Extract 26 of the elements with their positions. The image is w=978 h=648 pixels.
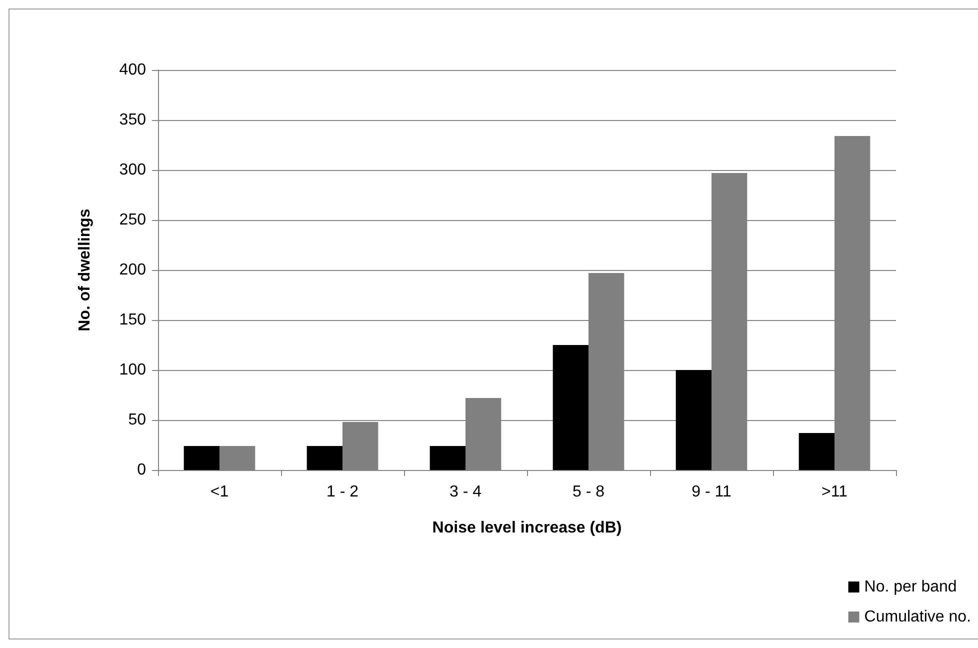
y-tick-label: 350 <box>119 112 146 128</box>
x-tick-label: 9 - 11 <box>692 484 732 500</box>
bar <box>430 446 466 470</box>
x-tick-label: 3 - 4 <box>449 484 482 500</box>
legend-label: No. per band <box>864 578 957 596</box>
x-tick-label: 1 - 2 <box>326 484 359 500</box>
bar <box>220 446 256 470</box>
y-tick-label: 300 <box>119 162 146 178</box>
x-axis-title: Noise level increase (dB) <box>432 520 622 536</box>
y-tick-label: 250 <box>119 212 146 228</box>
y-axis-title: No. of dwellings <box>76 208 94 332</box>
y-tick-label: 0 <box>137 462 146 478</box>
bar <box>552 345 588 470</box>
y-tick-label: 400 <box>119 62 146 78</box>
legend-label: Cumulative no. <box>864 608 971 626</box>
x-tick-label: >11 <box>822 484 848 500</box>
bar <box>676 370 712 470</box>
x-tick-label: 5 - 8 <box>572 484 605 500</box>
y-tick-label: 150 <box>119 312 146 328</box>
y-tick-label: 50 <box>128 412 146 428</box>
bar <box>798 433 834 470</box>
bar <box>306 446 342 470</box>
x-tick-label: <1 <box>210 484 229 500</box>
y-tick-label: 100 <box>119 362 146 378</box>
bar <box>184 446 220 470</box>
y-tick-label: 200 <box>119 262 146 278</box>
